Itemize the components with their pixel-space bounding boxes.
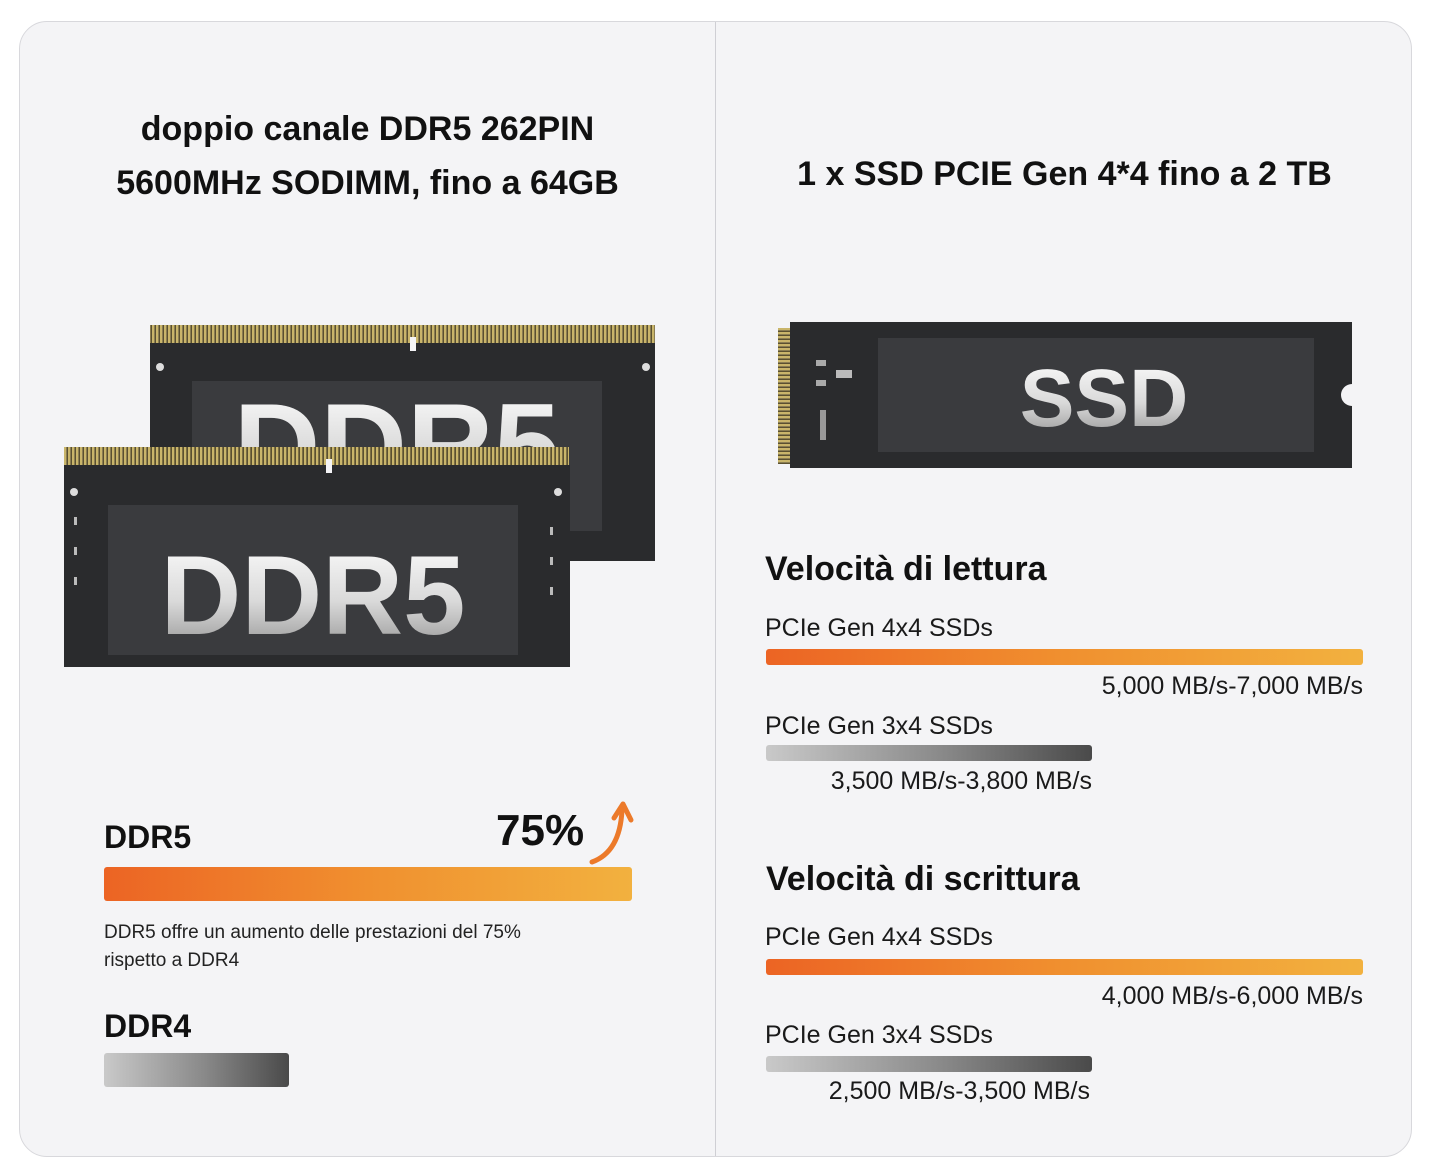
ddr5-bar [104,867,632,901]
ram-module-front: DDR5 [64,447,570,667]
write-speed-heading: Velocità di scrittura [766,860,1080,898]
read-gen3-bar [766,745,1092,761]
up-arrow-icon [589,801,634,865]
ram-label-back: DDR5 [234,379,561,513]
write-gen3-value: 2,500 MB/s-3,500 MB/s [828,1077,1090,1105]
ram-label-front: DDR5 [161,533,466,658]
write-gen3-label: PCIe Gen 3x4 SSDs [765,1021,993,1049]
read-gen3-value: 3,500 MB/s-3,800 MB/s [830,767,1092,795]
ram-modules-illustration: DDR5 DDR5 [64,325,655,667]
ddr5-label: DDR5 [104,819,192,855]
ssd-title: 1 x SSD PCIE Gen 4*4 fino a 2 TB [797,155,1332,193]
panel-divider [715,22,716,1156]
memory-title-line1: doppio canale DDR5 262PIN [140,110,595,148]
ddr5-description: DDR5 offre un aumento delle prestazioni … [104,919,521,975]
ddr5-percent: 75% [496,806,585,855]
ssd-illustration: SSD [778,322,1356,468]
write-gen4-label: PCIe Gen 4x4 SSDs [765,923,993,951]
read-gen4-value: 5,000 MB/s-7,000 MB/s [1101,672,1363,700]
read-gen4-bar [766,649,1363,665]
ddr5-description-line2: rispetto a DDR4 [104,950,240,971]
ssd-label: SSD [1020,353,1189,444]
write-gen3-bar [766,1056,1092,1072]
ddr4-bar [104,1053,289,1087]
ddr4-label: DDR4 [104,1008,192,1044]
read-gen4-label: PCIe Gen 4x4 SSDs [765,614,993,642]
memory-title: doppio canale DDR5 262PIN 5600MHz SODIMM… [20,102,715,210]
spec-card: doppio canale DDR5 262PIN 5600MHz SODIMM… [19,21,1412,1157]
write-gen4-value: 4,000 MB/s-6,000 MB/s [1101,982,1363,1010]
write-gen4-bar [766,959,1363,975]
read-speed-heading: Velocità di lettura [765,550,1047,588]
ddr5-description-line1: DDR5 offre un aumento delle prestazioni … [104,922,521,943]
read-gen3-label: PCIe Gen 3x4 SSDs [765,712,993,740]
memory-title-line2: 5600MHz SODIMM, fino a 64GB [116,164,619,202]
